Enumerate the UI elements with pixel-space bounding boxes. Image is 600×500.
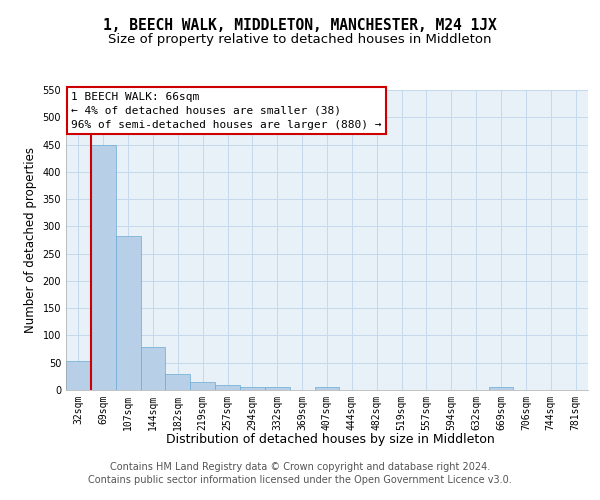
Bar — [240, 388, 265, 390]
Text: Size of property relative to detached houses in Middleton: Size of property relative to detached ho… — [108, 32, 492, 46]
Bar — [314, 386, 340, 390]
Bar — [116, 236, 140, 390]
Bar — [140, 348, 166, 390]
Text: 1 BEECH WALK: 66sqm
← 4% of detached houses are smaller (38)
96% of semi-detache: 1 BEECH WALK: 66sqm ← 4% of detached hou… — [71, 92, 382, 130]
Bar — [215, 384, 240, 390]
Bar — [66, 361, 91, 390]
Bar — [166, 374, 190, 390]
Bar — [91, 144, 116, 390]
Text: Contains HM Land Registry data © Crown copyright and database right 2024.: Contains HM Land Registry data © Crown c… — [110, 462, 490, 472]
Bar — [190, 382, 215, 390]
Bar — [265, 388, 290, 390]
Bar — [488, 388, 514, 390]
Y-axis label: Number of detached properties: Number of detached properties — [24, 147, 37, 333]
Text: Distribution of detached houses by size in Middleton: Distribution of detached houses by size … — [166, 432, 494, 446]
Text: 1, BEECH WALK, MIDDLETON, MANCHESTER, M24 1JX: 1, BEECH WALK, MIDDLETON, MANCHESTER, M2… — [103, 18, 497, 32]
Text: Contains public sector information licensed under the Open Government Licence v3: Contains public sector information licen… — [88, 475, 512, 485]
